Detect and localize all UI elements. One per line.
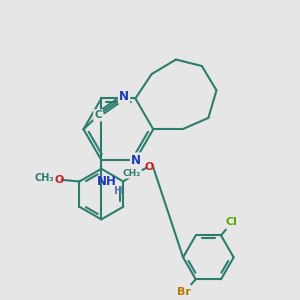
Text: CH₃: CH₃ (35, 173, 55, 183)
Text: O: O (54, 175, 64, 185)
Text: Br: Br (177, 286, 191, 297)
Text: CH₂: CH₂ (123, 169, 141, 178)
Text: Cl: Cl (226, 217, 238, 226)
Text: C: C (94, 110, 102, 120)
Text: NH: NH (97, 175, 117, 188)
Text: O: O (145, 161, 154, 172)
Text: H: H (114, 186, 123, 196)
Text: N: N (119, 90, 129, 103)
Text: N: N (131, 154, 141, 166)
